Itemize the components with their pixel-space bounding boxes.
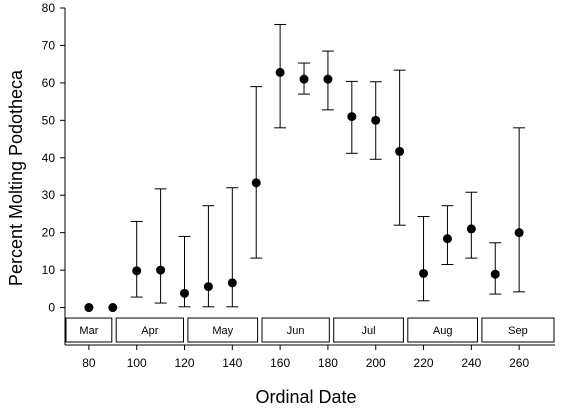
month-box — [187, 317, 259, 343]
x-tick-label: 240 — [461, 356, 481, 370]
data-point — [156, 265, 166, 275]
data-point — [275, 67, 285, 77]
data-point — [203, 282, 213, 292]
month-box — [333, 317, 404, 343]
y-tick-label: 30 — [42, 188, 56, 202]
data-point — [180, 288, 190, 298]
x-tick-label: 220 — [414, 356, 434, 370]
data-point — [466, 224, 476, 234]
month-label: Sep — [508, 325, 528, 337]
x-axis-title: Ordinal Date — [255, 387, 356, 407]
month-box — [115, 317, 185, 343]
data-point — [347, 112, 357, 122]
data-point — [395, 146, 405, 156]
data-point — [251, 178, 261, 188]
data-point — [442, 234, 452, 244]
y-tick-label: 70 — [42, 38, 56, 52]
data-point — [299, 74, 309, 84]
month-label: Mar — [79, 325, 98, 337]
month-label: Aug — [433, 325, 453, 337]
y-tick-label: 60 — [42, 76, 56, 90]
month-label: Jun — [287, 325, 305, 337]
y-axis-ticks: 0 10 20 30 40 50 60 70 80 — [42, 1, 65, 315]
y-tick-label: 20 — [42, 226, 56, 240]
data-points — [84, 67, 524, 313]
month-label: May — [212, 325, 233, 337]
month-label: Apr — [141, 325, 158, 337]
data-point — [323, 74, 333, 84]
x-tick-label: 260 — [509, 356, 529, 370]
x-axis-ticks: 80 100 120 140 160 180 200 220 240 260 — [82, 345, 529, 370]
month-box — [407, 317, 479, 343]
month-box — [65, 317, 113, 343]
x-tick-label: 160 — [270, 356, 290, 370]
data-point — [419, 268, 429, 278]
data-point — [490, 269, 500, 279]
month-label: Jul — [362, 325, 376, 337]
y-tick-label: 40 — [42, 151, 56, 165]
axes — [64, 8, 555, 346]
data-point — [132, 266, 142, 276]
error-bars — [130, 23, 526, 308]
data-point — [514, 228, 524, 238]
month-box — [481, 317, 555, 343]
data-point — [108, 303, 118, 313]
data-point — [84, 303, 94, 313]
y-tick-label: 10 — [42, 263, 56, 277]
y-tick-label: 0 — [48, 301, 55, 315]
month-band: Mar Apr May Jun Jul Aug Sep — [65, 317, 555, 343]
data-point — [227, 278, 237, 288]
x-tick-label: 140 — [222, 356, 242, 370]
month-box — [261, 317, 330, 343]
x-tick-label: 120 — [174, 356, 194, 370]
x-tick-label: 200 — [366, 356, 386, 370]
data-point — [371, 115, 381, 125]
x-tick-label: 80 — [82, 356, 96, 370]
y-tick-label: 50 — [42, 113, 56, 127]
y-axis-title: Percent Molting Podotheca — [6, 69, 26, 286]
y-tick-label: 80 — [42, 1, 56, 15]
x-tick-label: 180 — [318, 356, 338, 370]
x-tick-label: 100 — [127, 356, 147, 370]
